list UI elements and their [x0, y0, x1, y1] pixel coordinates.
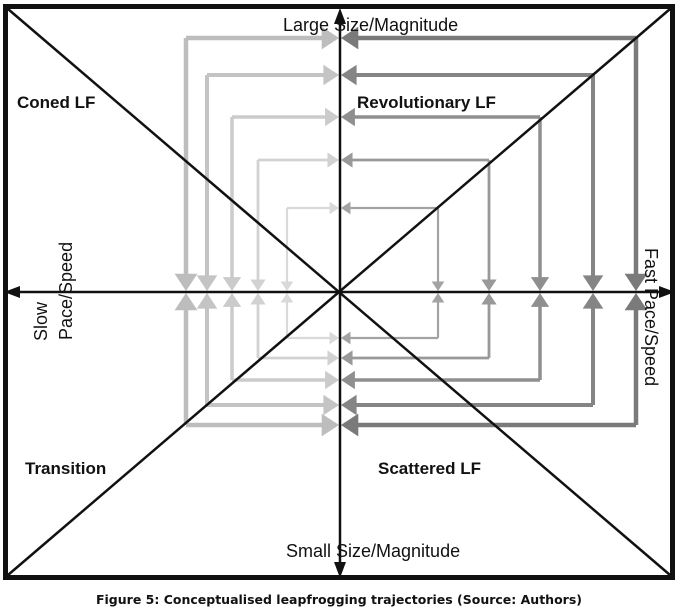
- axis-label-large-size: Large Size/Magnitude: [283, 15, 458, 35]
- arrowhead-left: [341, 26, 359, 50]
- arrowhead-up: [481, 293, 497, 305]
- arrowhead-up: [431, 293, 445, 303]
- arrowhead-right: [327, 350, 339, 366]
- arrowhead-down: [250, 279, 266, 291]
- quadrant-label-coned-lf: Coned LF: [17, 93, 95, 112]
- arrowhead-left: [341, 64, 357, 86]
- arrowhead-right: [321, 26, 339, 50]
- axis-label-small-size: Small Size/Magnitude: [286, 541, 460, 561]
- arrowhead-down: [582, 275, 604, 291]
- arrowhead-up: [174, 293, 198, 311]
- axis-label-slow: Slow: [31, 301, 51, 341]
- axis-label-fast-pace-speed: Fast Pace/Speed: [641, 248, 661, 386]
- arrowhead-up: [582, 293, 604, 309]
- arrowhead-right: [323, 64, 339, 86]
- arrowhead-right: [325, 107, 339, 127]
- arrowhead-left: [341, 370, 355, 390]
- arrowhead-down: [624, 273, 648, 291]
- arrowhead-down: [174, 273, 198, 291]
- quadrant-label-scattered-lf: Scattered LF: [378, 459, 481, 478]
- quadrant-label-transition: Transition: [25, 459, 106, 478]
- arrowhead-down: [530, 277, 550, 291]
- axis-arrow-right: [659, 286, 675, 298]
- arrowhead-right: [323, 394, 339, 416]
- arrowhead-up: [222, 293, 242, 307]
- arrowhead-right: [329, 331, 339, 345]
- quadrant-label-revolutionary-lf: Revolutionary LF: [357, 93, 496, 112]
- arrowhead-down: [481, 279, 497, 291]
- arrowhead-up: [196, 293, 218, 309]
- arrowhead-right: [325, 370, 339, 390]
- arrowhead-left: [341, 201, 351, 215]
- arrowhead-right: [329, 201, 339, 215]
- axis-arrow-up: [334, 8, 346, 24]
- arrowhead-down: [280, 281, 294, 291]
- arrowhead-left: [341, 350, 353, 366]
- arrowhead-up: [280, 293, 294, 303]
- axis-arrow-down: [334, 562, 346, 578]
- arrowhead-down: [196, 275, 218, 291]
- arrowhead-left: [341, 413, 359, 437]
- arrowhead-left: [341, 331, 351, 345]
- arrowhead-up: [624, 293, 648, 311]
- arrowhead-right: [327, 152, 339, 168]
- axis-label-pace-speed-left: Pace/Speed: [56, 242, 76, 340]
- arrowhead-up: [530, 293, 550, 307]
- trajectory-arrows: [174, 26, 648, 437]
- axis-arrow-left: [4, 286, 20, 298]
- arrowhead-right: [321, 413, 339, 437]
- arrowhead-down: [431, 281, 445, 291]
- arrowhead-down: [222, 277, 242, 291]
- figure-caption: Figure 5: Conceptualised leapfrogging tr…: [96, 592, 582, 607]
- arrowhead-left: [341, 394, 357, 416]
- arrowhead-left: [341, 152, 353, 168]
- arrowhead-left: [341, 107, 355, 127]
- arrowhead-up: [250, 293, 266, 305]
